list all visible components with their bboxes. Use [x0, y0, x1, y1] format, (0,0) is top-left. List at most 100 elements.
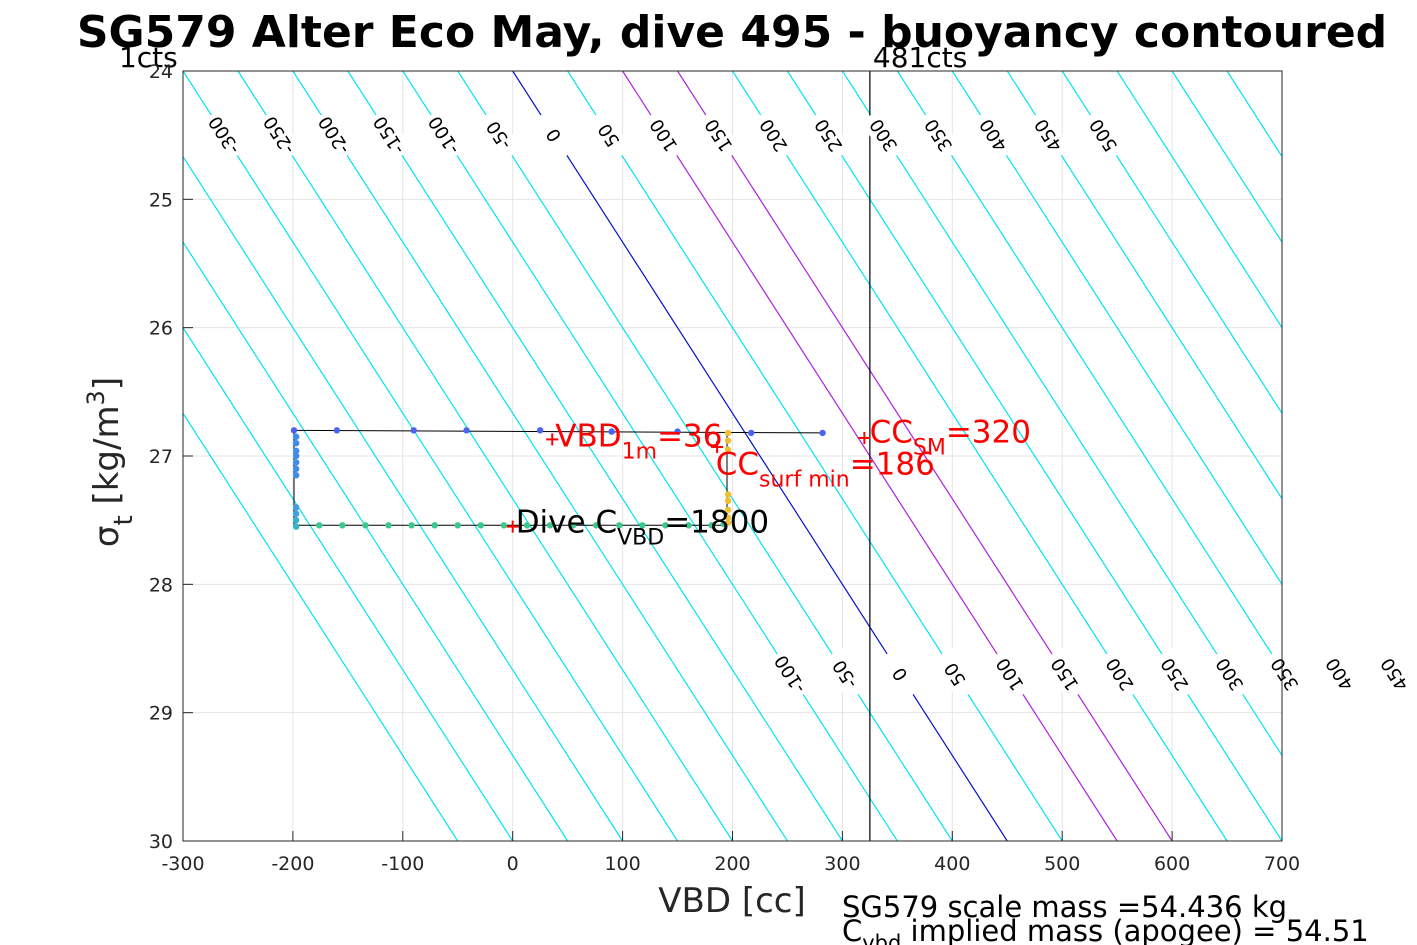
- contour-label-gap: [365, 108, 413, 162]
- track-line: [293, 429, 823, 434]
- annotation-ccsm: CCSM=320: [870, 414, 1031, 460]
- data-point: [724, 519, 732, 526]
- contour-line: [677, 71, 1173, 841]
- marker-plus: [858, 432, 871, 445]
- x-tick-label: -300: [161, 853, 204, 875]
- data-point: [292, 472, 300, 479]
- contour-label-gap: [1371, 647, 1417, 701]
- data-point: [685, 522, 692, 529]
- data-point: [292, 510, 300, 517]
- data-point: [593, 522, 600, 529]
- data-point: [639, 522, 646, 529]
- contour-line: [183, 71, 679, 841]
- x-tick-label: 400: [934, 853, 970, 875]
- data-point: [292, 523, 300, 530]
- x-tick-label: 700: [1264, 853, 1300, 875]
- x-axis-label: VBD [cc]: [658, 881, 806, 921]
- contour-label-gap: [475, 108, 523, 162]
- data-point: [569, 522, 577, 529]
- y-tick-label: 30: [149, 831, 173, 853]
- data-point: [724, 429, 732, 437]
- data-point: [292, 465, 300, 473]
- contour-line: [183, 326, 514, 841]
- chart-title: SG579 Alter Eco May, dive 495 - buoyancy…: [77, 7, 1387, 58]
- data-point: [546, 522, 554, 529]
- marker-plus: [546, 433, 559, 446]
- annotation-ccsurf: CCsurf min=186: [716, 447, 935, 493]
- data-point: [290, 427, 298, 434]
- marker-plus: [506, 520, 519, 533]
- y-tick-label: 26: [149, 318, 173, 340]
- data-point: [724, 446, 732, 453]
- contour-label-gap: [530, 108, 577, 162]
- contour-line: [1171, 71, 1282, 244]
- axes: -300 -200 -100 0 100 200 300 400 500 600 700 24 25 26…: [149, 61, 1300, 875]
- contour-line: [841, 71, 1282, 757]
- data-point: [477, 522, 485, 529]
- contour-label-gap: [805, 108, 852, 162]
- y-tick-label: 28: [149, 574, 173, 596]
- contour-line: [567, 71, 1063, 841]
- y-tick-label: 27: [149, 446, 173, 468]
- contour-line: [1337, 71, 1417, 841]
- marker-crosses: [506, 432, 871, 533]
- contour-label-gap: [201, 108, 248, 162]
- data-point: [724, 506, 732, 514]
- data-point: [339, 522, 346, 529]
- x-tick-label: 600: [1154, 853, 1190, 875]
- contour-line: [512, 71, 1008, 841]
- data-point: [316, 522, 323, 529]
- data-point: [292, 504, 300, 511]
- contour-label-gap: [877, 647, 924, 701]
- counts-lines: [869, 71, 871, 841]
- footer-scale-mass: SG579 scale mass =54.436 kg: [842, 890, 1287, 924]
- data-point: [333, 427, 341, 434]
- data-point: [747, 429, 755, 437]
- contour-line: [183, 155, 624, 841]
- contour-label-gap: [750, 108, 797, 162]
- data-point: [292, 439, 300, 447]
- data-point: [385, 522, 392, 529]
- contour-label-gap: [1151, 647, 1198, 701]
- x-tick-label: -100: [381, 853, 424, 875]
- data-point: [408, 522, 415, 529]
- contour-label-gap: [1080, 108, 1127, 162]
- buoyancy-contours: [183, 71, 1417, 841]
- contour-label-gap: [311, 108, 358, 162]
- contour-label-gap: [1025, 108, 1072, 162]
- contour-label-gap: [931, 647, 979, 701]
- contour-line: [1116, 71, 1282, 329]
- annotation-vbd: VBD1m=36: [555, 418, 722, 464]
- y-axis-label: σt [kg/m3]: [82, 377, 139, 547]
- data-point: [463, 427, 470, 434]
- data-point: [724, 491, 732, 498]
- data-point: [292, 452, 300, 460]
- contour-line: [237, 71, 734, 841]
- marker-plus: [711, 441, 724, 454]
- contour-label-gap: [860, 108, 907, 162]
- data-point: [500, 522, 508, 529]
- counts-labels: 481cts 1cts: [119, 41, 967, 74]
- y-tick-label: 25: [149, 189, 173, 211]
- y-tick-label: 24: [149, 61, 173, 83]
- data-point: [608, 428, 615, 435]
- data-point: [292, 459, 300, 466]
- contour-line: [402, 71, 898, 841]
- data-point: [292, 447, 300, 455]
- contour-line: [1061, 71, 1282, 415]
- data-point: [292, 516, 300, 524]
- data-point: [674, 428, 681, 435]
- contour-label-gap: [1041, 647, 1089, 701]
- data-point: [431, 522, 438, 529]
- data-point: [708, 522, 715, 529]
- data-point: [523, 522, 531, 529]
- x-tick-label: 300: [824, 853, 860, 875]
- contour-label-gap: [585, 108, 632, 162]
- data-point: [536, 427, 544, 434]
- contour-label-gap: [1261, 647, 1308, 701]
- data-point: [662, 522, 669, 529]
- x-tick-label: 0: [507, 853, 519, 875]
- footer-implied-mass: Cvbd implied mass (apogee) = 54.51: [842, 914, 1369, 945]
